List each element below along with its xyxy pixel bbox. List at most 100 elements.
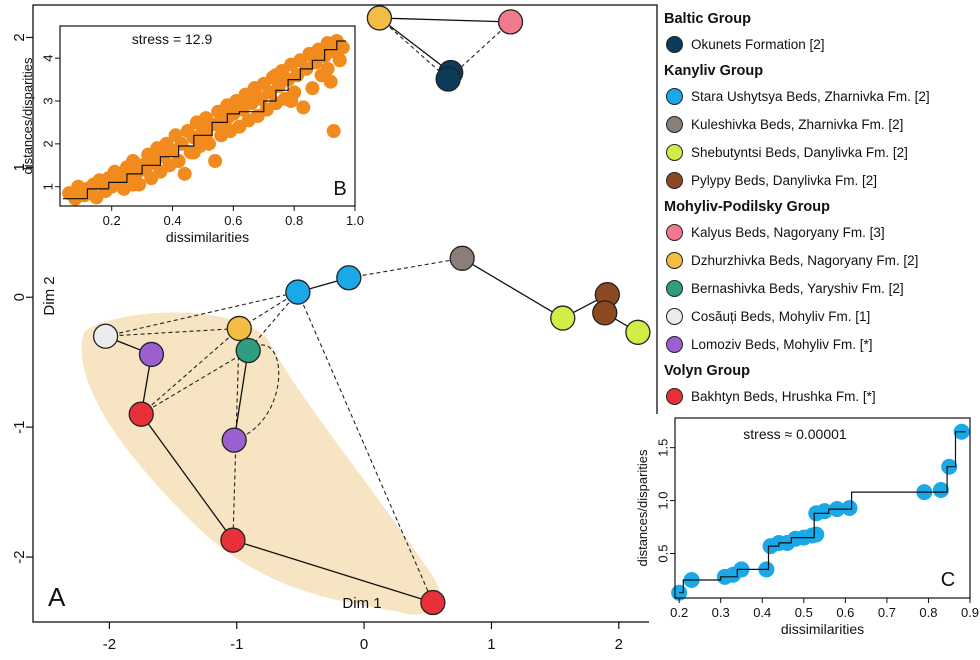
legend-swatch bbox=[666, 251, 683, 269]
shepard-point bbox=[326, 124, 341, 138]
legend-item: Bakhtyn Beds, Hrushka Fm. [*] bbox=[664, 382, 976, 410]
legend-label: Lomoziv Beds, Mohyliv Fm. [*] bbox=[691, 336, 873, 352]
x-tick-label: 0.7 bbox=[878, 605, 896, 620]
x-axis-label: dissimilarities bbox=[166, 229, 249, 245]
legend-swatch bbox=[666, 279, 683, 297]
data-point bbox=[550, 305, 576, 331]
dashed-edge bbox=[105, 291, 299, 337]
legend-label: Stara Ushytsya Beds, Zharnivka Fm. [2] bbox=[691, 88, 930, 104]
dashed-edge bbox=[140, 328, 240, 415]
legend-swatch bbox=[666, 143, 683, 161]
legend: Baltic Group Okunets Formation [2] Kanyliv… bbox=[664, 6, 976, 410]
shepard-point bbox=[932, 482, 949, 498]
panel-a-ordination: -2 -1 0 1 2 -2 -1 0 1 2 Dim 1 Dim 2 A bbox=[11, 4, 658, 653]
legend-group-title: Mohyliv-Podilsky Group bbox=[664, 199, 830, 215]
data-point bbox=[435, 66, 461, 92]
x-tick-label: 1.0 bbox=[346, 213, 364, 228]
dashed-edge bbox=[234, 344, 280, 441]
legend-label: Kalyus Beds, Nagoryany Fm. [3] bbox=[691, 224, 885, 240]
legend-group-title: Baltic Group bbox=[664, 11, 752, 27]
data-point bbox=[625, 319, 651, 345]
legend-group-title: Kanyliv Group bbox=[664, 63, 764, 79]
legend-label: Dzhurzhivka Beds, Nagoryany Fm. [2] bbox=[691, 252, 919, 268]
legend-label: Kuleshivka Beds, Zharnivka Fm. [2] bbox=[691, 116, 904, 132]
legend-swatch bbox=[666, 35, 683, 53]
x-tick-label: 0.9 bbox=[961, 605, 979, 620]
data-point bbox=[420, 589, 446, 616]
y-tick-label: 2 bbox=[40, 140, 55, 147]
dashed-edge bbox=[105, 327, 240, 337]
data-point bbox=[285, 279, 311, 305]
dashed-edge bbox=[379, 17, 449, 80]
x-axis-label: dissimilarities bbox=[781, 621, 864, 637]
data-point bbox=[92, 323, 119, 349]
data-point bbox=[128, 401, 154, 427]
shepard-point bbox=[125, 177, 140, 192]
plot-frame bbox=[32, 4, 658, 623]
shepard-point bbox=[144, 156, 159, 171]
y-tick-label: -1 bbox=[11, 420, 28, 433]
legend-group-title: Volyn Group bbox=[664, 363, 750, 379]
data-point bbox=[221, 427, 247, 453]
x-tick-label: 1 bbox=[487, 636, 495, 653]
y-tick-label: 2 bbox=[11, 33, 28, 41]
legend-label: Bakhtyn Beds, Hrushka Fm. [*] bbox=[691, 388, 876, 404]
y-tick-label: 0 bbox=[11, 293, 28, 301]
y-axis-label: distances/disparities bbox=[20, 57, 35, 175]
legend-label: Cosăuți Beds, Mohyliv Fm. [1] bbox=[691, 308, 871, 324]
stress-annotation: stress ≈ 0.00001 bbox=[743, 426, 847, 442]
data-point bbox=[336, 265, 362, 291]
y-axis-label: distances/disparities bbox=[635, 449, 650, 567]
solid-edge bbox=[140, 413, 234, 541]
panel-label-a: A bbox=[48, 582, 66, 612]
legend-item: Lomoziv Beds, Mohyliv Fm. [*] bbox=[664, 330, 976, 358]
legend-label: Shebutyntsi Beds, Danylivka Fm. [2] bbox=[691, 144, 908, 160]
legend-item: Okunets Formation [2] bbox=[664, 30, 976, 58]
legend-label: Pylypy Beds, Danylivka Fm. [2] bbox=[691, 172, 878, 188]
legend-item: Kalyus Beds, Nagoryany Fm. [3] bbox=[664, 218, 976, 246]
x-tick-label: 0.2 bbox=[670, 605, 688, 620]
shepard-point bbox=[323, 74, 338, 89]
data-point bbox=[226, 315, 252, 342]
shepard-point bbox=[171, 154, 186, 168]
data-point bbox=[220, 527, 246, 553]
x-tick-label: 0.2 bbox=[103, 213, 121, 228]
shepard-point bbox=[284, 94, 299, 108]
legend-item: Kuleshivka Beds, Zharnivka Fm. [2] bbox=[664, 110, 976, 138]
legend-label: Bernashivka Beds, Yaryshiv Fm. [2] bbox=[691, 280, 904, 296]
x-tick-label: 2 bbox=[615, 636, 623, 653]
solid-edge bbox=[379, 17, 511, 23]
plot-frame bbox=[59, 25, 356, 207]
dashed-edge bbox=[348, 257, 463, 279]
shepard-point bbox=[186, 145, 201, 160]
data-point bbox=[497, 9, 524, 35]
y-tick-label: 1.5 bbox=[655, 439, 670, 457]
stress-annotation: stress = 12.9 bbox=[132, 31, 213, 47]
shepard-point bbox=[296, 100, 311, 115]
y-tick-label: 1 bbox=[40, 183, 55, 190]
legend-swatch bbox=[666, 335, 683, 353]
data-point bbox=[366, 5, 393, 31]
legend-swatch bbox=[666, 171, 683, 189]
shepard-point bbox=[177, 166, 192, 181]
legend-swatch bbox=[666, 87, 683, 105]
solid-edge bbox=[233, 350, 249, 441]
x-tick-label: 0.6 bbox=[224, 213, 242, 228]
step-fit-line bbox=[679, 431, 966, 594]
y-axis-label: Dim 2 bbox=[41, 276, 58, 315]
y-tick-label: 4 bbox=[40, 55, 55, 62]
y-tick-label: 0.5 bbox=[655, 544, 670, 562]
data-point bbox=[449, 245, 475, 271]
shepard-point bbox=[816, 503, 833, 520]
y-tick-label: 3 bbox=[40, 97, 55, 104]
shepard-point bbox=[841, 500, 858, 516]
legend-item: Stara Ushytsya Beds, Zharnivka Fm. [2] bbox=[664, 82, 976, 110]
shepard-point bbox=[305, 49, 320, 63]
x-tick-label: -2 bbox=[103, 636, 116, 653]
x-axis-label: Dim 1 bbox=[342, 595, 381, 612]
solid-edge bbox=[378, 17, 452, 74]
x-tick-label: 0.3 bbox=[712, 605, 730, 620]
x-tick-label: 0.5 bbox=[795, 605, 813, 620]
shepard-point bbox=[232, 96, 247, 111]
